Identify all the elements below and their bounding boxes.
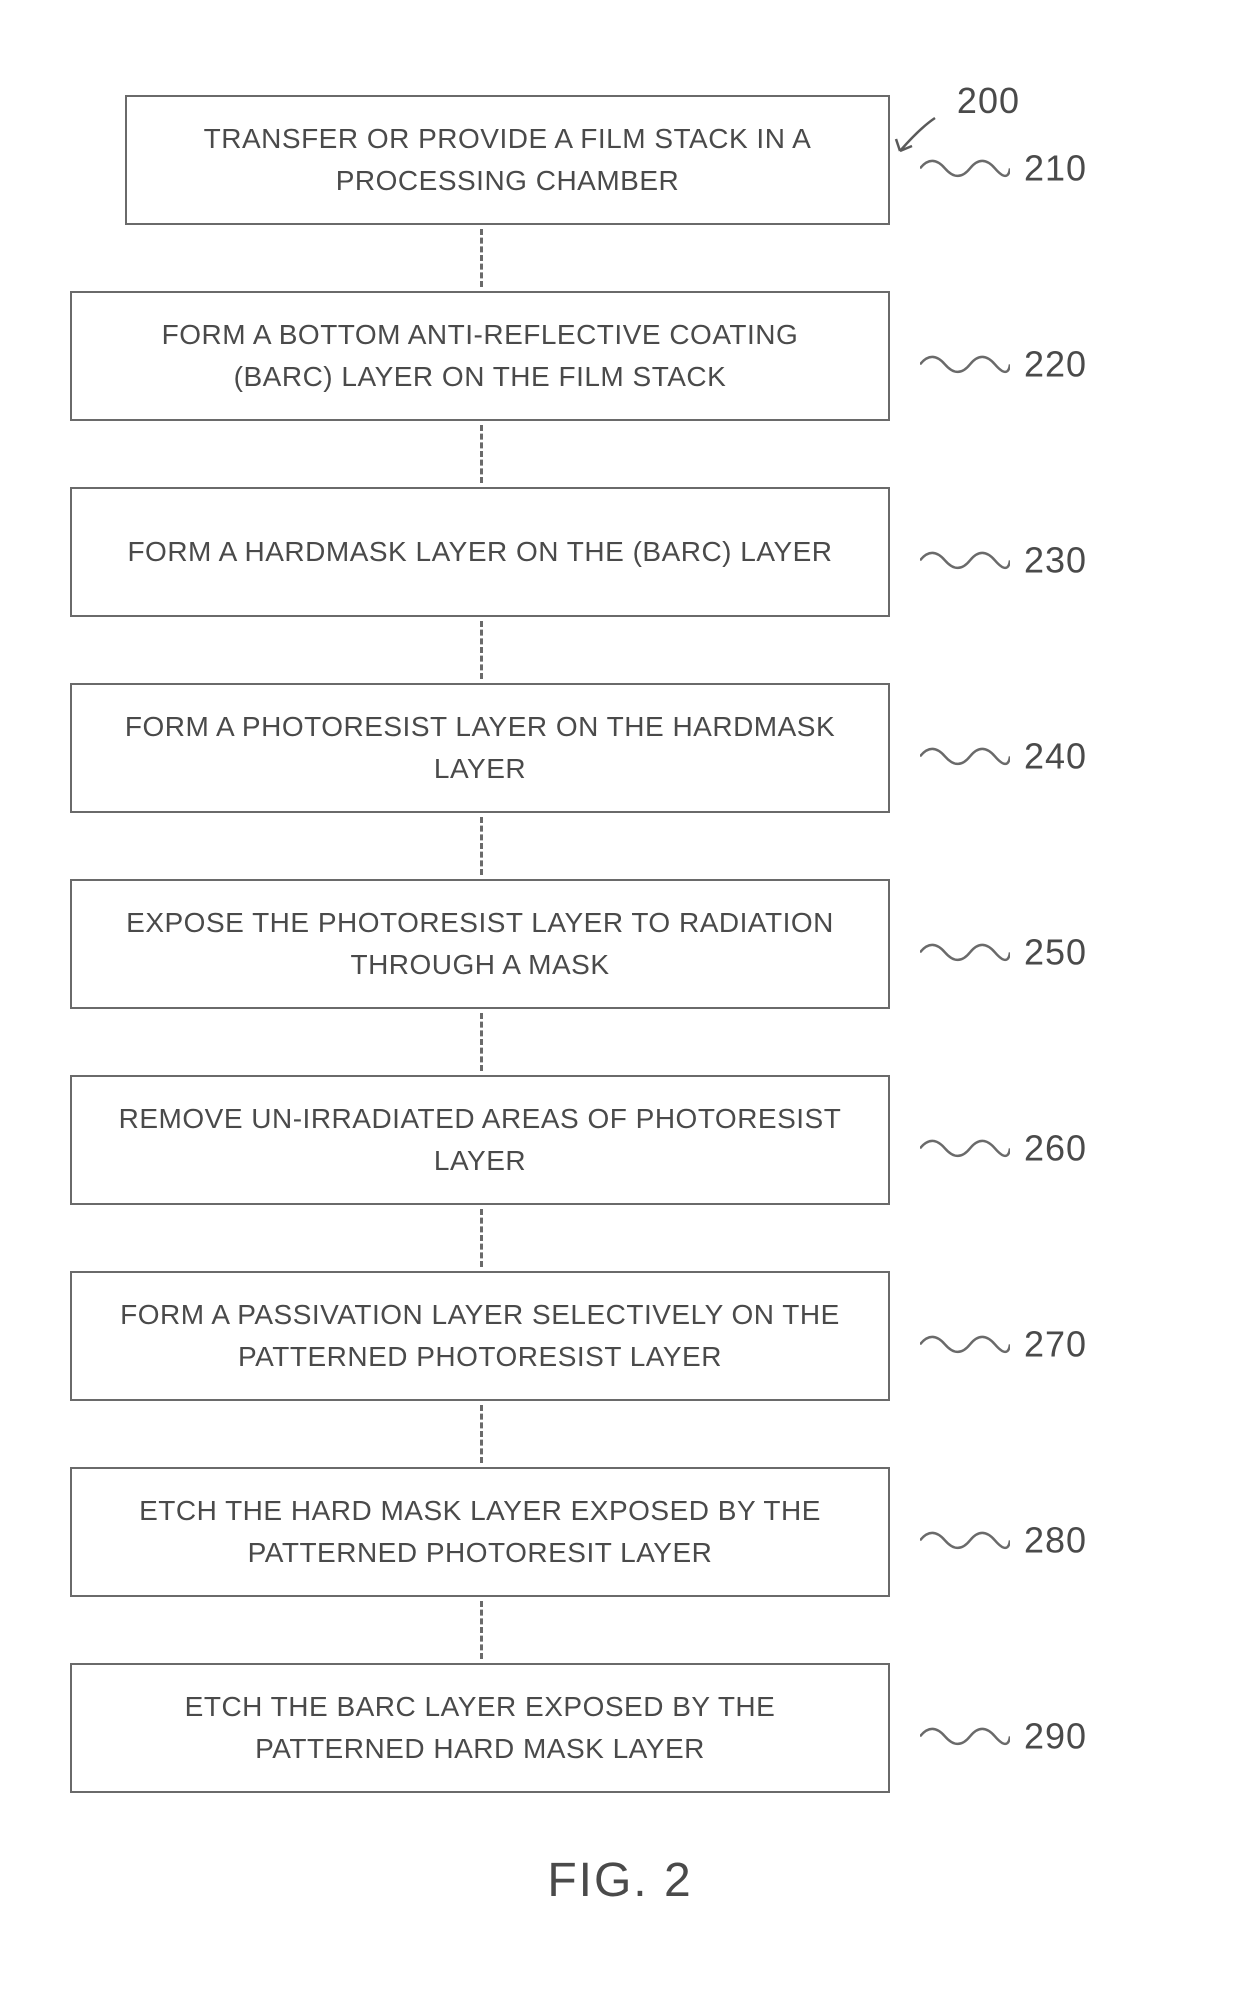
- figure-title: FIG. 2: [70, 1853, 1170, 1908]
- step-box: ETCH THE BARC LAYER EXPOSED BY THE PATTE…: [70, 1663, 890, 1793]
- step-annotation: 240: [920, 735, 1087, 777]
- step-row: EXPOSE THE PHOTORESIST LAYER TO RADIATIO…: [70, 879, 1170, 1009]
- step-annotation: 210: [920, 147, 1087, 189]
- step-row: FORM A PHOTORESIST LAYER ON THE HARDMASK…: [70, 683, 1170, 813]
- step-number: 220: [1024, 343, 1087, 385]
- step-box: EXPOSE THE PHOTORESIST LAYER TO RADIATIO…: [70, 879, 890, 1009]
- step-annotation: 290: [920, 1715, 1087, 1757]
- step-box: FORM A PHOTORESIST LAYER ON THE HARDMASK…: [70, 683, 890, 813]
- step-box: FORM A BOTTOM ANTI-REFLECTIVE COATING (B…: [70, 291, 890, 421]
- flow-connector: [480, 425, 483, 483]
- step-annotation: 280: [920, 1519, 1087, 1561]
- wavy-connector-icon: [920, 1329, 1010, 1359]
- step-annotation: 220: [920, 343, 1087, 385]
- wavy-connector-icon: [920, 741, 1010, 771]
- flow-connector: [480, 1601, 483, 1659]
- wavy-connector-icon: [920, 1133, 1010, 1163]
- step-annotation: 250: [920, 931, 1087, 973]
- step-row: ETCH THE BARC LAYER EXPOSED BY THE PATTE…: [70, 1663, 1170, 1793]
- step-annotation: 230: [920, 539, 1087, 581]
- wavy-connector-icon: [920, 937, 1010, 967]
- flow-connector: [480, 229, 483, 287]
- wavy-connector-icon: [920, 1525, 1010, 1555]
- step-number: 250: [1024, 931, 1087, 973]
- step-number: 260: [1024, 1127, 1087, 1169]
- step-box: REMOVE UN-IRRADIATED AREAS OF PHOTORESIS…: [70, 1075, 890, 1205]
- step-number: 290: [1024, 1715, 1087, 1757]
- step-box: TRANSFER OR PROVIDE A FILM STACK IN A PR…: [125, 95, 890, 225]
- flowchart-diagram: 200 TRANSFER OR PROVIDE A FILM STACK IN …: [70, 95, 1170, 1908]
- flow-connector: [480, 621, 483, 679]
- flow-connector: [480, 1405, 483, 1463]
- step-number: 230: [1024, 539, 1087, 581]
- step-row: REMOVE UN-IRRADIATED AREAS OF PHOTORESIS…: [70, 1075, 1170, 1205]
- step-annotation: 270: [920, 1323, 1087, 1365]
- step-row: FORM A PASSIVATION LAYER SELECTIVELY ON …: [70, 1271, 1170, 1401]
- flow-connector: [480, 1013, 483, 1071]
- step-row: TRANSFER OR PROVIDE A FILM STACK IN A PR…: [70, 95, 1170, 225]
- step-number: 210: [1024, 147, 1087, 189]
- step-number: 280: [1024, 1519, 1087, 1561]
- flow-connector: [480, 817, 483, 875]
- wavy-connector-icon: [920, 349, 1010, 379]
- step-number: 270: [1024, 1323, 1087, 1365]
- step-box: ETCH THE HARD MASK LAYER EXPOSED BY THE …: [70, 1467, 890, 1597]
- wavy-connector-icon: [920, 545, 1010, 575]
- step-row: ETCH THE HARD MASK LAYER EXPOSED BY THE …: [70, 1467, 1170, 1597]
- flow-connector: [480, 1209, 483, 1267]
- wavy-connector-icon: [920, 153, 1010, 183]
- step-row: FORM A BOTTOM ANTI-REFLECTIVE COATING (B…: [70, 291, 1170, 421]
- step-box: FORM A PASSIVATION LAYER SELECTIVELY ON …: [70, 1271, 890, 1401]
- wavy-connector-icon: [920, 1721, 1010, 1751]
- step-annotation: 260: [920, 1127, 1087, 1169]
- step-row: FORM A HARDMASK LAYER ON THE (BARC) LAYE…: [70, 487, 1170, 617]
- flowchart-body: TRANSFER OR PROVIDE A FILM STACK IN A PR…: [70, 95, 1170, 1793]
- step-box: FORM A HARDMASK LAYER ON THE (BARC) LAYE…: [70, 487, 890, 617]
- step-number: 240: [1024, 735, 1087, 777]
